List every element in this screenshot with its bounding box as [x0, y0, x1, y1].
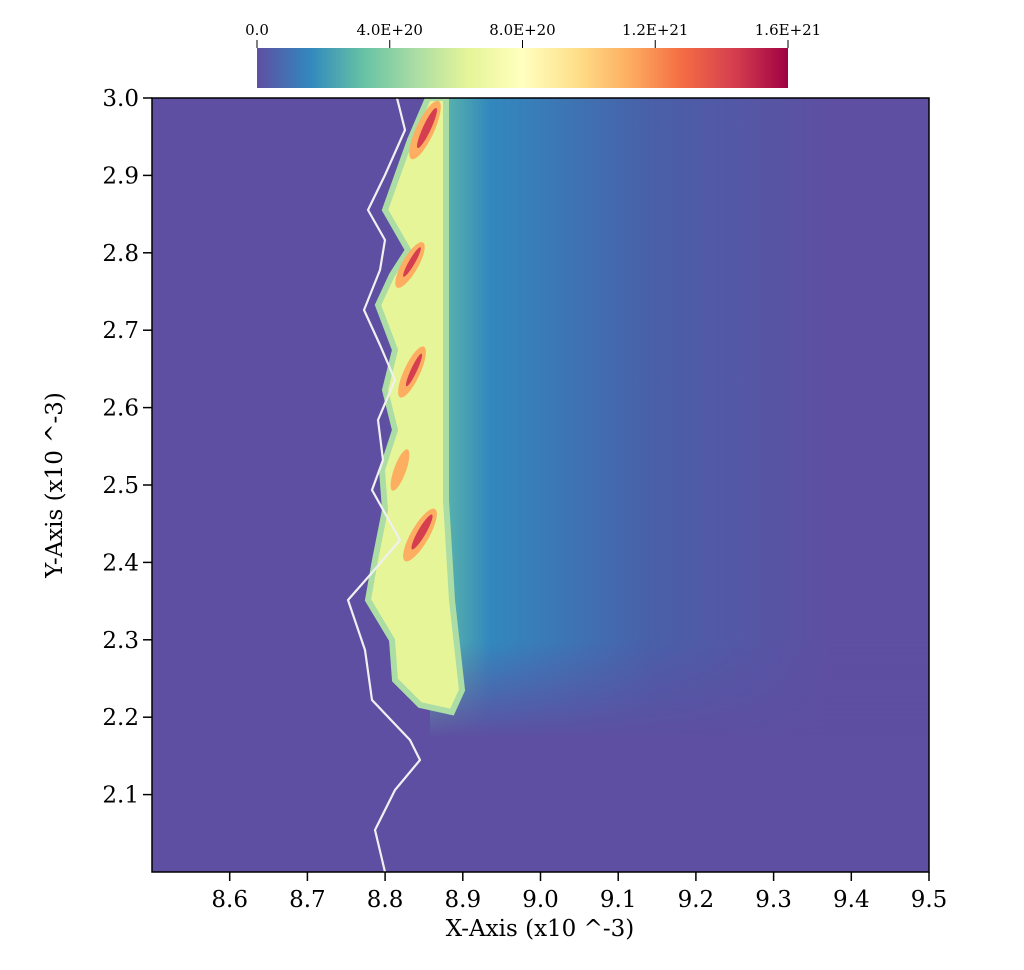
- colorbar-tick-label: 1.6E+21: [755, 21, 821, 39]
- x-tick-label: 9.1: [600, 887, 637, 913]
- y-tick-label: 2.6: [102, 396, 139, 422]
- y-tick-label: 2.5: [102, 473, 139, 499]
- x-tick-label: 8.7: [289, 887, 326, 913]
- x-tick-label: 9.5: [911, 887, 948, 913]
- colorbar: [257, 48, 788, 88]
- x-axis-label: X-Axis (x10 ^-3): [446, 916, 635, 942]
- colorbar-tick-label: 1.2E+21: [622, 21, 688, 39]
- y-tick-label: 3.0: [102, 86, 139, 112]
- x-tick-label: 8.9: [445, 887, 482, 913]
- y-tick-label: 2.2: [102, 705, 139, 731]
- colorbar-tick-label: 4.0E+20: [357, 21, 423, 39]
- x-tick-label: 9.4: [833, 887, 870, 913]
- field: [152, 98, 929, 872]
- x-tick-label: 9.3: [755, 887, 792, 913]
- x-tick-label: 8.6: [211, 887, 248, 913]
- colorbar-tick-label: 0.0: [245, 21, 269, 39]
- y-tick-label: 2.7: [102, 318, 139, 344]
- y-tick-label: 2.3: [102, 628, 139, 654]
- y-tick-label: 2.8: [102, 241, 139, 267]
- x-tick-label: 9.0: [522, 887, 559, 913]
- y-axis-label: Y-Axis (x10 ^-3): [42, 392, 68, 579]
- x-tick-label: 8.8: [367, 887, 404, 913]
- colorbar-tick-label: 8.0E+20: [489, 21, 555, 39]
- y-tick-label: 2.1: [102, 783, 139, 809]
- x-tick-label: 9.2: [678, 887, 715, 913]
- y-tick-label: 2.9: [102, 163, 139, 189]
- y-tick-label: 2.4: [102, 550, 139, 576]
